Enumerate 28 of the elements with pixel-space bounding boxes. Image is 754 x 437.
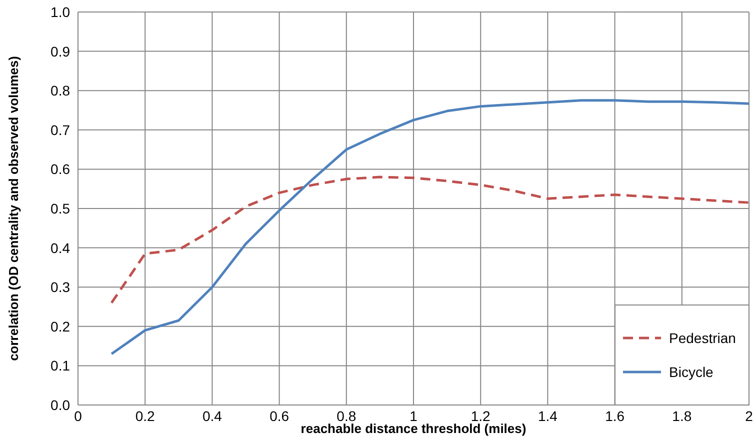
- x-tick-label: 0: [74, 408, 82, 424]
- y-tick-label: 0.8: [50, 82, 70, 99]
- x-tick-label: 2: [745, 408, 754, 424]
- line-series: [110, 176, 750, 304]
- y-axis-title: correlation (OD centrality and observed volumes): [6, 56, 21, 361]
- x-tick-label: 1.6: [605, 408, 625, 424]
- y-tick-label: 0.0: [50, 397, 70, 413]
- x-tick-label: 1.2: [470, 408, 491, 424]
- x-axis-title: reachable distance threshold (miles): [300, 421, 526, 436]
- y-tick-label: 1.0: [50, 4, 70, 20]
- y-tick-label: 0.5: [50, 200, 70, 216]
- y-tick-label: 0.4: [50, 240, 70, 256]
- x-tick-label: 0.6: [270, 408, 290, 424]
- y-tick-label: 0.3: [50, 279, 70, 296]
- y-tick-label: 0.1: [50, 358, 70, 374]
- line-series: [110, 99, 750, 356]
- x-tick-label: 1.8: [672, 408, 692, 424]
- y-tick-label: 0.9: [50, 43, 70, 60]
- x-tick-label: 0.8: [336, 408, 356, 424]
- legend-label: Bicycle: [669, 364, 714, 380]
- legend-label: Pedestrian: [669, 330, 736, 346]
- y-tick-label: 0.6: [50, 161, 70, 178]
- y-tick-label: 0.2: [50, 318, 70, 334]
- x-tick-label: 1.4: [538, 408, 558, 424]
- x-tick-label: 0.4: [202, 408, 222, 424]
- y-tick-label: 0.7: [50, 122, 70, 138]
- x-tick-label: 0.2: [135, 408, 156, 424]
- x-tick-label: 1: [410, 408, 418, 424]
